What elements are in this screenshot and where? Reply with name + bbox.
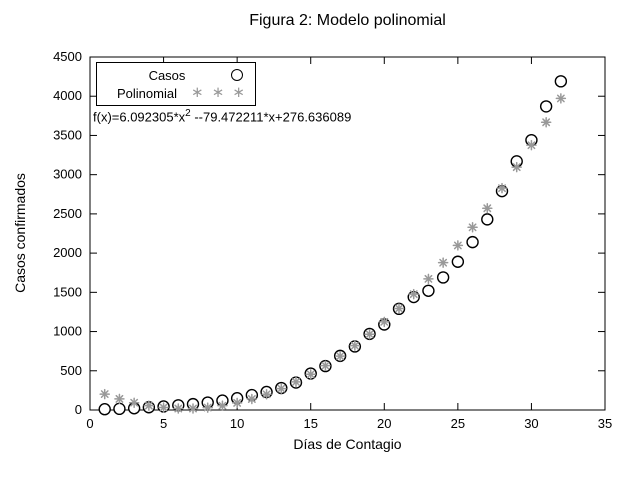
data-point-polinomial	[423, 273, 434, 285]
x-tick-label: 5	[160, 416, 167, 431]
data-point-polinomial	[496, 182, 508, 194]
data-point-casos	[98, 403, 111, 416]
data-point-polinomial	[467, 222, 478, 233]
fit-equation-prefix: f(x)=6.092305*x	[93, 109, 186, 125]
data-point-casos	[554, 75, 568, 88]
plot-border	[89, 56, 606, 411]
data-point-polinomial	[173, 403, 184, 414]
data-point-casos	[481, 213, 494, 226]
x-tick-label: 35	[598, 416, 612, 431]
data-point-polinomial	[128, 397, 140, 408]
data-point-casos	[422, 284, 435, 297]
data-point-polinomial	[114, 393, 125, 405]
legend: Casos Polinomial ∗ ∗ ∗	[96, 62, 256, 106]
data-point-polinomial	[276, 383, 287, 394]
data-point-polinomial	[290, 376, 302, 388]
data-point-polinomial	[364, 328, 375, 340]
fit-equation-suffix: --79.472211*x+276.636089	[190, 109, 352, 125]
data-point-polinomial	[231, 397, 243, 409]
x-tick-label: 0	[86, 416, 93, 431]
legend-label-polinomial: Polinomial	[116, 85, 177, 101]
y-tick-label: 500	[60, 363, 82, 378]
data-point-polinomial	[261, 389, 272, 400]
y-tick-label: 3000	[53, 167, 82, 182]
x-tick-label: 25	[451, 416, 465, 431]
data-point-polinomial	[408, 288, 419, 300]
y-tick-label: 3500	[53, 127, 82, 142]
data-point-polinomial	[305, 369, 316, 380]
data-point-polinomial	[334, 350, 346, 362]
y-tick-label: 2500	[53, 206, 82, 221]
asterisk-marker-icon: ∗ ∗ ∗	[190, 84, 247, 101]
legend-item-polinomial: Polinomial ∗ ∗ ∗	[103, 84, 249, 102]
x-tick-label: 15	[303, 416, 317, 431]
data-point-polinomial	[187, 403, 199, 414]
data-point-polinomial	[482, 202, 493, 214]
data-point-polinomial	[379, 316, 390, 328]
x-tick-label: 10	[230, 416, 244, 431]
circle-marker-icon	[231, 69, 243, 81]
fit-equation-exponent: 2	[185, 108, 191, 119]
y-tick-label: 2000	[53, 245, 82, 260]
data-point-casos	[113, 402, 126, 416]
y-tick-label: 0	[75, 402, 82, 417]
data-point-polinomial	[99, 388, 110, 400]
data-point-polinomial	[202, 402, 213, 413]
legend-item-casos: Casos	[103, 66, 249, 84]
data-point-casos	[451, 255, 465, 268]
x-tick-label: 20	[377, 416, 391, 431]
data-point-polinomial	[540, 117, 552, 128]
data-point-polinomial	[452, 240, 464, 251]
data-point-polinomial	[158, 402, 169, 413]
data-point-polinomial	[393, 303, 405, 314]
data-point-casos	[539, 100, 553, 113]
data-point-polinomial	[217, 400, 228, 411]
data-point-casos	[466, 235, 479, 249]
data-point-polinomial	[320, 360, 331, 371]
fit-equation: f(x)=6.092305*x2 --79.472211*x+276.63608…	[93, 108, 351, 124]
y-tick-label: 1000	[53, 324, 82, 339]
data-point-polinomial	[511, 161, 522, 173]
data-point-polinomial	[246, 393, 258, 405]
data-point-polinomial	[349, 340, 361, 351]
x-tick-label: 30	[524, 416, 538, 431]
chart-title: Figura 2: Modelo polinomial	[249, 12, 446, 29]
data-point-casos	[436, 271, 450, 284]
x-axis-label: Días de Contagio	[293, 436, 402, 452]
y-tick-label: 4500	[53, 49, 82, 64]
legend-label-casos: Casos	[148, 67, 186, 83]
data-point-polinomial	[143, 400, 155, 411]
data-point-polinomial	[555, 93, 567, 104]
y-tick-label: 4000	[53, 88, 82, 103]
data-point-polinomial	[526, 139, 537, 151]
data-point-polinomial	[437, 257, 449, 268]
y-tick-label: 1500	[53, 284, 82, 299]
y-axis-label: Casos confirmados	[12, 173, 28, 293]
